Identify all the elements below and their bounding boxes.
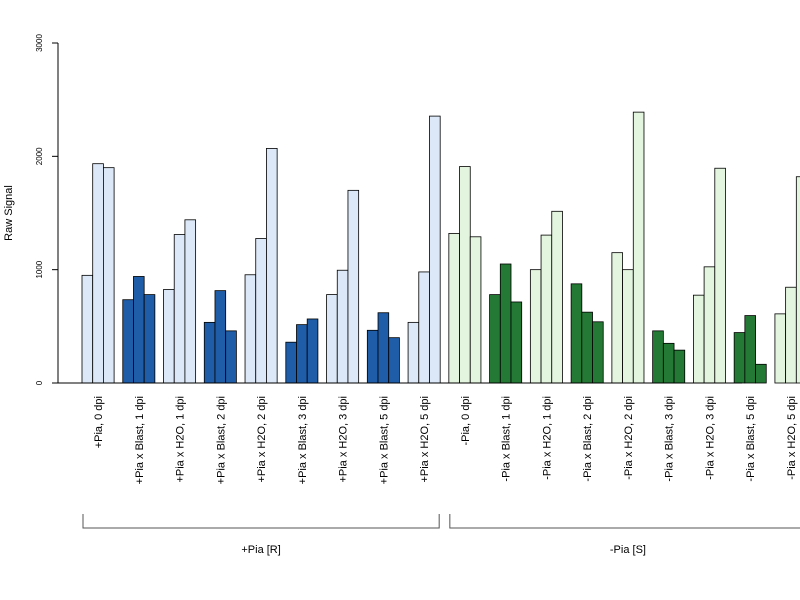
category-label: +Pia x H2O, 5 dpi — [419, 396, 431, 483]
bar — [407, 321, 420, 384]
bar — [652, 330, 664, 384]
bar — [611, 252, 623, 384]
group-label: -Pia [S] — [610, 544, 646, 556]
category-label: -Pia x H2O, 5 dpi — [786, 396, 798, 480]
bar — [703, 266, 716, 384]
category-label: -Pia x Blast, 2 dpi — [582, 396, 594, 482]
bar — [714, 167, 726, 384]
bar — [551, 210, 563, 384]
y-tick-label: 3000 — [35, 34, 44, 52]
bar — [570, 283, 583, 384]
bar — [122, 299, 134, 384]
bar — [429, 115, 441, 384]
bar — [785, 286, 797, 384]
bar — [255, 238, 267, 384]
category-label: -Pia x Blast, 3 dpi — [664, 396, 676, 482]
bar — [581, 311, 593, 384]
category-label: -Pia x H2O, 1 dpi — [541, 396, 553, 480]
category-label: -Pia x Blast, 1 dpi — [501, 396, 513, 482]
bar — [266, 147, 278, 384]
y-tick-label: 1000 — [35, 260, 44, 278]
bar — [366, 329, 379, 384]
y-axis: 0 1000 2000 3000 — [35, 34, 59, 385]
bar — [774, 313, 787, 384]
bar — [489, 294, 501, 384]
bar — [103, 167, 115, 384]
bar — [92, 163, 104, 384]
category-label: -Pia x Blast, 5 dpi — [745, 396, 757, 482]
bar — [133, 276, 145, 384]
bar — [510, 301, 523, 384]
bar — [81, 274, 94, 384]
category-label: +Pia x Blast, 2 dpi — [215, 396, 227, 484]
bar — [336, 269, 349, 384]
y-tick-label: 0 — [35, 380, 44, 385]
bar — [163, 289, 175, 384]
bar — [795, 176, 800, 384]
category-label: +Pia x Blast, 5 dpi — [378, 396, 390, 484]
bar — [529, 269, 542, 384]
category-label: +Pia x H2O, 1 dpi — [175, 396, 187, 483]
group-label: +Pia [R] — [241, 544, 280, 556]
group-bracket — [449, 514, 800, 529]
bar — [347, 189, 360, 384]
bar — [296, 324, 308, 384]
bar — [377, 312, 390, 384]
bar — [448, 232, 460, 384]
bar — [744, 315, 756, 384]
y-axis-label: Raw Signal — [3, 185, 15, 241]
bar — [285, 341, 297, 384]
bar — [662, 342, 675, 384]
bars — [81, 111, 800, 384]
category-label: +Pia x H2O, 3 dpi — [338, 396, 350, 483]
bar — [499, 263, 512, 384]
category-label: +Pia x H2O, 2 dpi — [256, 396, 268, 483]
group-brackets: +Pia [R] -Pia [S] — [82, 514, 800, 556]
bar — [203, 321, 216, 384]
bar — [733, 332, 746, 384]
bar — [592, 321, 604, 384]
group-bracket — [82, 514, 440, 529]
bar — [418, 271, 430, 384]
bar — [214, 290, 227, 384]
bar — [673, 349, 686, 384]
bar — [143, 294, 156, 384]
bar — [173, 234, 186, 384]
bar — [693, 294, 705, 384]
bar — [622, 269, 634, 384]
category-label: -Pia x H2O, 2 dpi — [623, 396, 635, 480]
category-label: +Pia, 0 dpi — [93, 396, 105, 448]
category-label: -Pia x H2O, 3 dpi — [704, 396, 716, 480]
bar — [755, 363, 767, 384]
bar — [469, 236, 482, 384]
bar — [225, 330, 237, 384]
category-labels: +Pia, 0 dpi +Pia x Blast, 1 dpi +Pia x H2O… — [93, 396, 798, 484]
bar — [184, 219, 197, 384]
bar — [632, 111, 645, 384]
bar — [540, 234, 553, 384]
bar — [388, 337, 400, 384]
category-label: -Pia, 0 dpi — [460, 396, 472, 446]
category-label: +Pia x Blast, 1 dpi — [134, 396, 146, 484]
bar — [306, 318, 319, 384]
category-label: +Pia x Blast, 3 dpi — [297, 396, 309, 484]
y-tick-label: 2000 — [35, 147, 44, 165]
bar — [244, 274, 257, 384]
bar — [326, 294, 338, 384]
bar — [459, 166, 471, 384]
